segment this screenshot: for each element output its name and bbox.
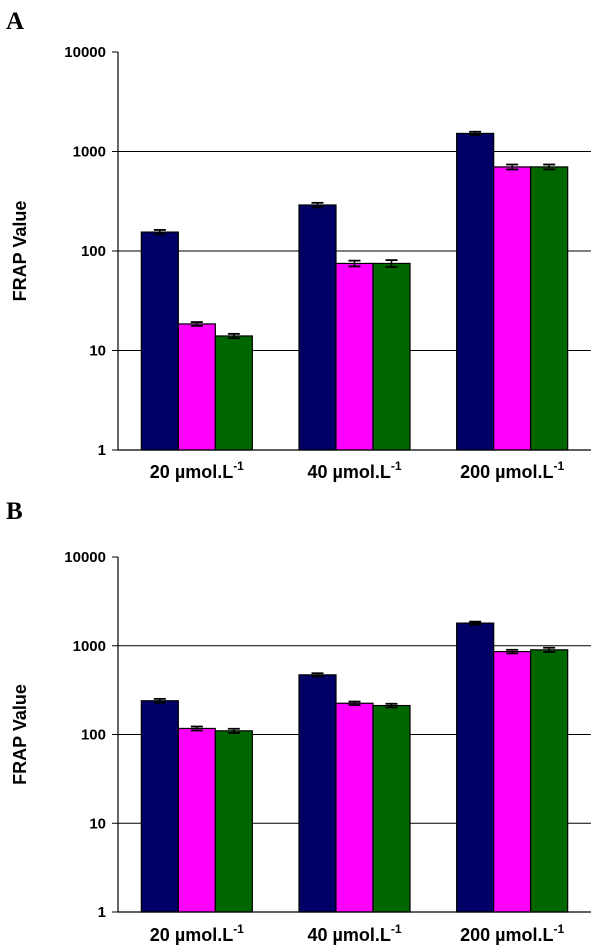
- bar: [530, 649, 569, 913]
- bar: [372, 262, 411, 451]
- bar: [372, 704, 411, 913]
- panel-label-a: A: [6, 8, 24, 35]
- y-tick-label: 10: [89, 343, 106, 360]
- y-tick-label: 100: [81, 243, 106, 260]
- y-tick-label: 1000: [73, 638, 106, 655]
- chart-panel-b: 1 10 100 1000 10000 FRAP Value 20 µmol.L-1 40 µ…: [10, 549, 591, 945]
- bar: [177, 323, 216, 451]
- bar: [456, 622, 495, 913]
- x-category-label: 40 µmol.L-1: [307, 922, 401, 945]
- x-category-label: 20 µmol.L-1: [150, 922, 244, 945]
- y-tick-label: 1: [98, 904, 106, 921]
- y-axis-title: FRAP Value: [10, 684, 30, 785]
- y-tick-label: 10000: [64, 549, 106, 566]
- bar: [335, 702, 374, 913]
- bar: [298, 204, 337, 451]
- y-tick-label: 1000: [73, 144, 106, 161]
- bar: [140, 700, 179, 913]
- panel-label-b: B: [6, 498, 23, 525]
- bar: [493, 650, 532, 913]
- y-axis-title: FRAP Value: [10, 201, 30, 302]
- bar: [140, 231, 179, 451]
- bar: [493, 166, 532, 451]
- bar: [214, 730, 253, 913]
- y-tick-label: 10: [89, 815, 106, 832]
- bar: [214, 335, 253, 451]
- chart-panel-a: 1 10 100 1000 10000 FRAP Value 20 µmol.L-1 40 µ…: [10, 44, 591, 482]
- bar: [177, 727, 216, 913]
- bar: [335, 262, 374, 451]
- bar: [298, 674, 337, 913]
- x-category-label: 20 µmol.L-1: [150, 459, 244, 482]
- y-tick-label: 10000: [64, 44, 106, 61]
- y-tick-label: 1: [98, 442, 106, 459]
- x-category-label: 40 µmol.L-1: [307, 459, 401, 482]
- bar: [530, 166, 569, 451]
- x-category-label: 200 µmol.L-1: [460, 922, 564, 945]
- bar: [456, 132, 495, 451]
- y-tick-label: 100: [81, 727, 106, 744]
- x-category-label: 200 µmol.L-1: [460, 459, 564, 482]
